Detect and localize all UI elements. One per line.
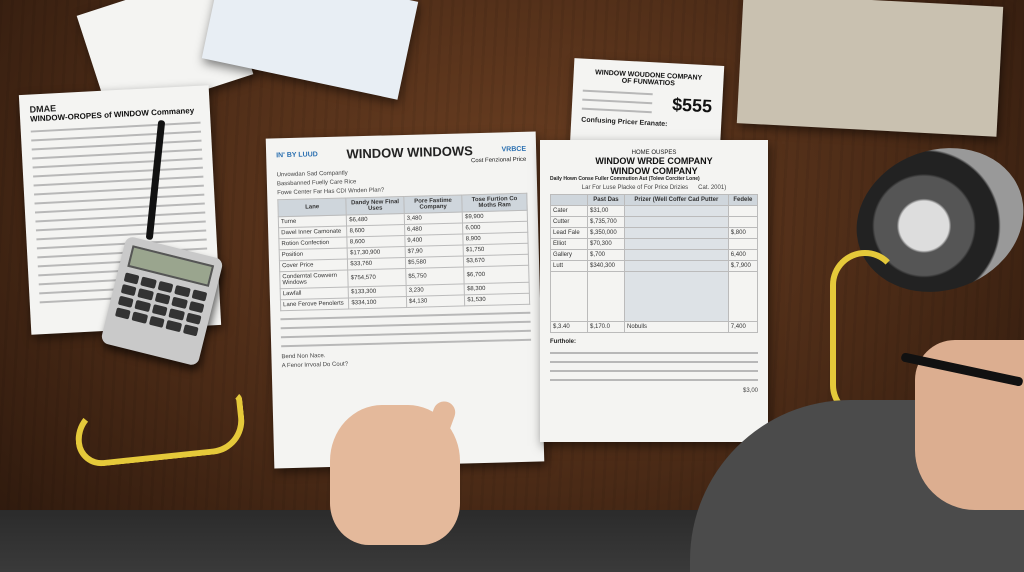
footer-text: A Fenor Irrvoal Do Cout?	[281, 361, 349, 370]
table-row: Lead Fale $,350,000 $,800	[550, 227, 759, 239]
table-row: Cater $31,00	[550, 205, 759, 217]
right-title: WINDOW WRDE COMPANY	[595, 156, 713, 166]
form-line: Unvowdan Sad Compantly	[276, 170, 348, 179]
badge: VRBCE	[501, 145, 527, 154]
price-table: Lane Dandy New Final Uses Pore Fastime Com…	[277, 193, 530, 312]
table-row: Cutter $,735,700	[550, 216, 759, 228]
right-subtitle: Daily Hown Conse Fuller Commution Aut (T…	[550, 176, 700, 182]
price-table: Past Das Prizer (Well Coffer Cad Putter Fe…	[550, 194, 759, 333]
table-row: Elliot $70,300	[550, 238, 759, 250]
right-title2: WINDOW COMPANY	[610, 166, 698, 176]
footer-text: Bend Non Nace.	[281, 353, 326, 361]
section-label: Furthole:	[550, 339, 576, 345]
table-row: Gallery $,700 6,400	[550, 249, 759, 261]
right-document: HOME OUSPES WINDOW WRDE COMPANY WINDOW C…	[540, 140, 768, 442]
price: $555	[671, 93, 713, 116]
form-line: Bassbanned Fuelly Care Rice	[276, 179, 357, 188]
totals-row: $,3.40 $,170.0 Nobulls 7,400	[550, 321, 759, 333]
table-row	[550, 271, 759, 322]
cost-label: Lar For Luse Placke of For Price Drizies	[581, 185, 689, 191]
form-line: Fowe Center Far Has CDI Wnden Plan?	[277, 187, 385, 197]
table-row: Lutt $340,300 $,7,900	[550, 260, 759, 272]
paper-stack	[736, 0, 1004, 137]
measuring-tape	[830, 250, 900, 420]
cost-code: Cat. 2001)	[698, 185, 727, 191]
total-value: $3,00	[742, 388, 758, 394]
kicker: HOME OUSPES	[631, 150, 677, 156]
logo: IN' BY LUUD	[276, 151, 318, 160]
